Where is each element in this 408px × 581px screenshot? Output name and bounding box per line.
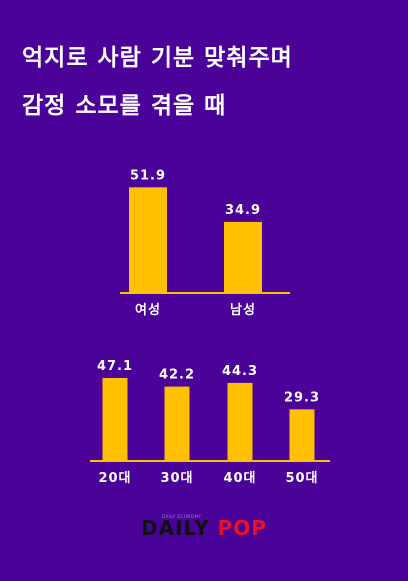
- title-line-2: 감정 소모를 겪을 때: [22, 93, 227, 119]
- age-value-label-4: 29.3: [284, 390, 320, 405]
- title-line-1: 억지로 사람 기분 맞춰주며: [22, 45, 293, 71]
- logo-daily: DAILY: [141, 516, 210, 540]
- age-value-label-2: 42.2: [159, 368, 195, 383]
- age-category-label-1: 20대: [98, 471, 131, 486]
- chart-title: 억지로 사람 기분 맞춰주며 감정 소모를 겪을 때: [22, 34, 392, 130]
- age-category-label-4: 50대: [285, 471, 318, 486]
- gender-bar-chart: 51.9 여성 34.9 남성: [120, 168, 290, 318]
- gender-category-label-1: 여성: [135, 302, 161, 318]
- age-category-label-3: 40대: [223, 471, 256, 486]
- age-category-label-2: 30대: [160, 471, 193, 486]
- gender-value-label-1: 51.9: [130, 168, 166, 183]
- age-bar-3: [227, 382, 253, 461]
- gender-value-label-2: 34.9: [225, 203, 261, 218]
- age-value-label-3: 44.3: [222, 364, 258, 379]
- logo-small-text: DAILY ECONOMY: [162, 514, 202, 519]
- age-bar-chart: 47.1 20대 42.2 30대 44.3 40대 29.3 50대: [90, 359, 330, 486]
- age-bar-1: [102, 377, 128, 461]
- age-bar-4: [289, 409, 315, 461]
- gender-bar-2: [224, 221, 262, 293]
- gender-category-label-2: 남성: [230, 302, 256, 318]
- logo-pop: POP: [217, 516, 267, 540]
- age-value-label-1: 47.1: [97, 359, 133, 374]
- daily-pop-logo: DAILY ECONOMY DAILY POP: [0, 514, 408, 540]
- gender-bar-1: [129, 187, 167, 293]
- age-bar-2: [164, 386, 190, 461]
